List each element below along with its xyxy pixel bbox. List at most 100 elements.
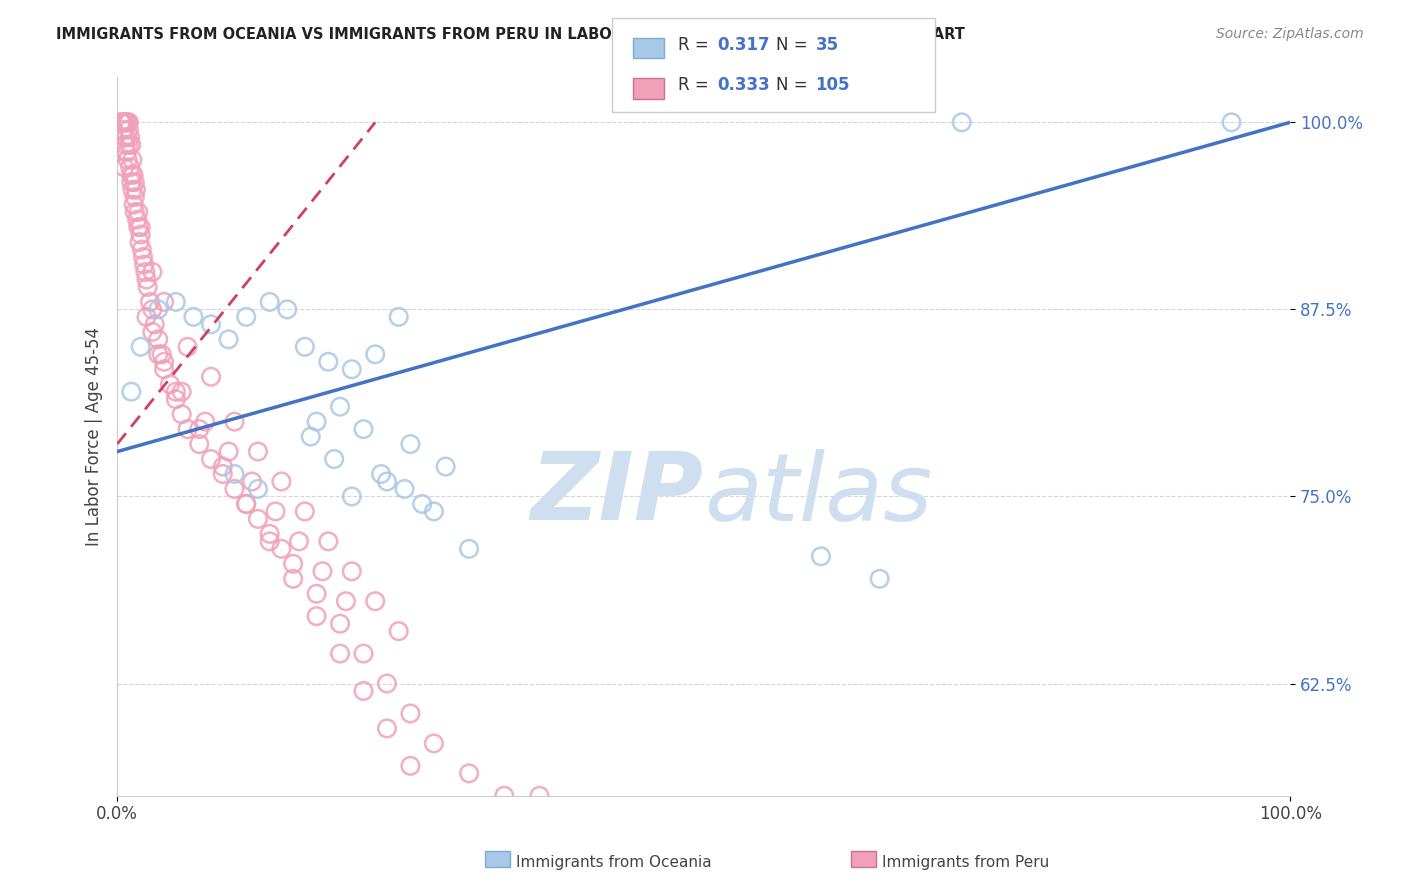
Point xyxy=(259,294,281,309)
Point xyxy=(141,265,163,279)
Point xyxy=(281,572,304,586)
Point xyxy=(375,722,398,736)
Point xyxy=(124,175,146,189)
Point xyxy=(281,557,304,571)
Point xyxy=(423,504,446,518)
Point xyxy=(121,183,143,197)
Text: 105: 105 xyxy=(815,76,851,95)
Point xyxy=(117,115,139,129)
Point xyxy=(120,168,142,182)
Point xyxy=(153,362,176,376)
Text: ZIP: ZIP xyxy=(531,448,703,540)
Point xyxy=(235,497,257,511)
Point xyxy=(135,310,157,324)
Point xyxy=(329,400,352,414)
Point xyxy=(165,384,187,399)
Point xyxy=(124,205,146,219)
Text: 0.333: 0.333 xyxy=(717,76,770,95)
Point xyxy=(165,294,187,309)
Point xyxy=(120,175,142,189)
Point xyxy=(305,609,328,624)
Point xyxy=(148,347,170,361)
Point xyxy=(264,504,287,518)
Point xyxy=(458,766,481,780)
Point xyxy=(311,564,333,578)
Text: R =: R = xyxy=(678,36,714,54)
Point xyxy=(224,482,246,496)
Point xyxy=(111,115,134,129)
Point xyxy=(200,369,222,384)
Point xyxy=(340,490,363,504)
Point xyxy=(276,302,298,317)
Point xyxy=(114,137,136,152)
Point xyxy=(165,392,187,407)
Y-axis label: In Labor Force | Age 45-54: In Labor Force | Age 45-54 xyxy=(86,327,103,546)
Point xyxy=(458,541,481,556)
Point xyxy=(294,340,316,354)
Point xyxy=(259,534,281,549)
Text: atlas: atlas xyxy=(703,449,932,540)
Point xyxy=(112,115,135,129)
Point xyxy=(353,422,375,436)
Point xyxy=(127,205,149,219)
Point xyxy=(153,355,176,369)
Point xyxy=(170,384,193,399)
Point xyxy=(120,160,142,174)
Point xyxy=(122,168,145,182)
Text: Source: ZipAtlas.com: Source: ZipAtlas.com xyxy=(1216,27,1364,41)
Point xyxy=(176,340,198,354)
Point xyxy=(118,115,141,129)
Point xyxy=(112,123,135,137)
Point xyxy=(112,160,135,174)
Point xyxy=(235,497,257,511)
Point xyxy=(411,497,433,511)
Point xyxy=(120,384,142,399)
Text: Immigrants from Oceania: Immigrants from Oceania xyxy=(516,855,711,870)
Point xyxy=(148,332,170,346)
Point xyxy=(318,355,340,369)
Point xyxy=(218,444,240,458)
Text: 0.317: 0.317 xyxy=(717,36,769,54)
Point xyxy=(134,265,156,279)
Point xyxy=(299,429,322,443)
Point xyxy=(270,541,292,556)
Point xyxy=(141,302,163,317)
Point xyxy=(188,422,211,436)
Point xyxy=(305,415,328,429)
Point xyxy=(810,549,832,564)
Text: Immigrants from Peru: Immigrants from Peru xyxy=(882,855,1049,870)
Point xyxy=(129,340,152,354)
Point xyxy=(288,534,311,549)
Point xyxy=(329,616,352,631)
Point xyxy=(494,789,516,803)
Point xyxy=(399,437,422,451)
Point xyxy=(143,318,166,332)
Point xyxy=(323,452,346,467)
Point xyxy=(132,250,155,264)
Point xyxy=(294,504,316,518)
Point xyxy=(134,258,156,272)
Point xyxy=(329,647,352,661)
Point xyxy=(224,467,246,481)
Point xyxy=(170,407,193,421)
Point xyxy=(950,115,973,129)
Text: R =: R = xyxy=(678,76,714,95)
Point xyxy=(120,137,142,152)
Point xyxy=(375,475,398,489)
Point xyxy=(153,294,176,309)
Point xyxy=(529,789,551,803)
Point xyxy=(394,482,416,496)
Point xyxy=(127,220,149,235)
Point xyxy=(246,482,269,496)
Point xyxy=(340,564,363,578)
Point xyxy=(118,137,141,152)
Point xyxy=(200,318,222,332)
Point xyxy=(120,130,142,145)
Point xyxy=(200,452,222,467)
Point xyxy=(434,459,457,474)
Point xyxy=(423,736,446,750)
Point xyxy=(364,594,387,608)
Point xyxy=(125,183,148,197)
Point xyxy=(115,115,138,129)
Point xyxy=(122,197,145,211)
